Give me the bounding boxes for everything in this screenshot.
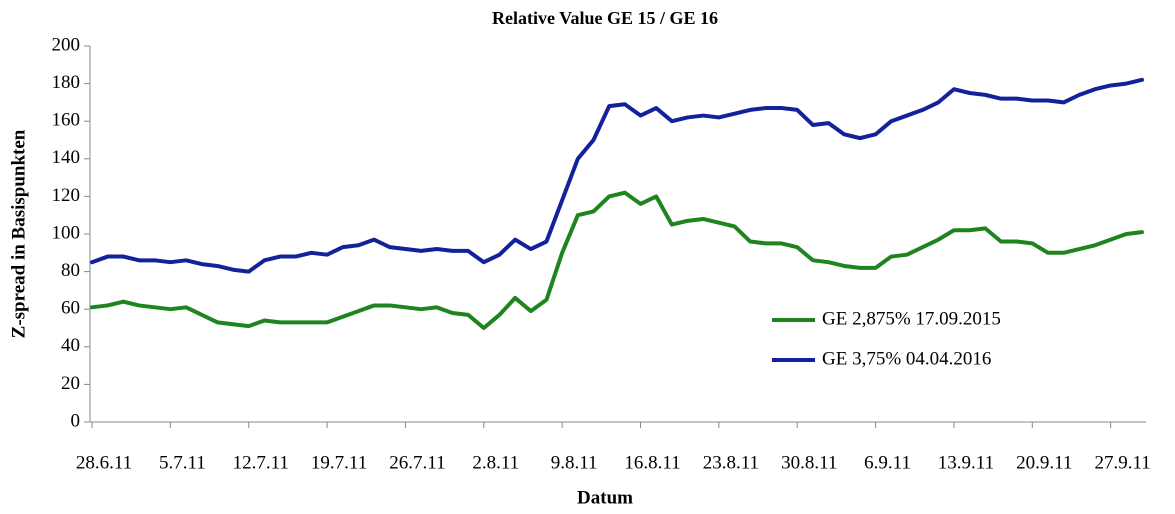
y-tick-label: 160: [52, 110, 81, 131]
x-tick-label: 28.6.11: [76, 452, 132, 473]
series-line: [90, 190, 1144, 330]
legend-label: GE 3,75% 04.04.2016: [822, 348, 991, 369]
x-tick-label: 13.9.11: [938, 452, 994, 473]
y-tick-label: 20: [61, 373, 80, 394]
chart-title: Relative Value GE 15 / GE 16: [492, 8, 718, 28]
y-tick-label: 60: [61, 298, 80, 319]
y-tick-label: 100: [52, 222, 81, 243]
x-tick-label: 30.8.11: [781, 452, 837, 473]
y-axis-label: Z-spread in Basispunkten: [8, 129, 29, 338]
x-tick-label: 26.7.11: [389, 452, 445, 473]
legend-label: GE 2,875% 17.09.2015: [822, 308, 1001, 329]
y-tick-label: 180: [52, 72, 81, 93]
x-tick-label: 5.7.11: [159, 452, 206, 473]
series-line: [90, 77, 1144, 274]
y-tick-label: 80: [61, 260, 80, 281]
y-tick-label: 200: [52, 34, 81, 55]
x-tick-label: 27.9.11: [1095, 452, 1151, 473]
x-axis-label: Datum: [577, 487, 633, 508]
y-tick-label: 120: [52, 185, 81, 206]
x-tick-label: 20.9.11: [1016, 452, 1072, 473]
x-tick-label: 12.7.11: [233, 452, 289, 473]
x-tick-label: 9.8.11: [551, 452, 598, 473]
y-tick-label: 0: [71, 410, 81, 431]
x-tick-label: 16.8.11: [624, 452, 680, 473]
x-tick-label: 6.9.11: [864, 452, 911, 473]
x-tick-label: 19.7.11: [311, 452, 367, 473]
y-tick-label: 140: [52, 147, 81, 168]
x-tick-label: 2.8.11: [472, 452, 519, 473]
y-tick-label: 40: [61, 335, 80, 356]
x-tick-label: 23.8.11: [703, 452, 759, 473]
